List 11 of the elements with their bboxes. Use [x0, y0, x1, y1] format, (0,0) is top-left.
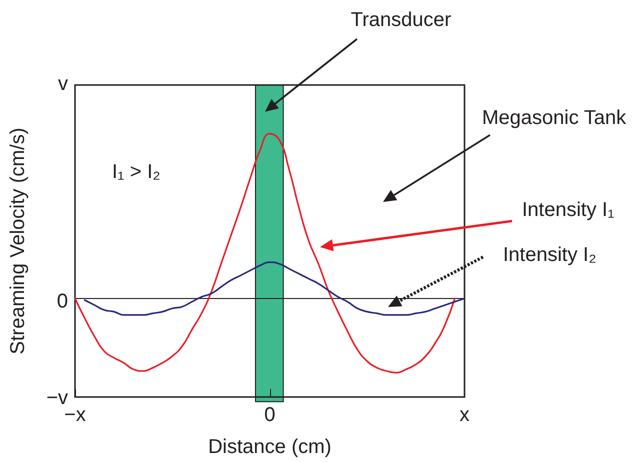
x-axis-title: Distance (cm) — [208, 436, 332, 458]
y-axis-title: Streaming Velocity (cm/s) — [7, 128, 29, 354]
x-tick-label: 0 — [264, 404, 276, 426]
text: Transducer — [350, 9, 452, 31]
text: Megasonic Tank — [482, 107, 628, 129]
annotation: I₁ > I₂ — [112, 161, 160, 183]
text: Intensity I₂ — [503, 244, 596, 266]
text: 0 — [56, 290, 68, 313]
x-tick-label: x — [460, 404, 470, 426]
text: Intensity I₁ — [522, 199, 615, 221]
text: v — [58, 73, 68, 95]
